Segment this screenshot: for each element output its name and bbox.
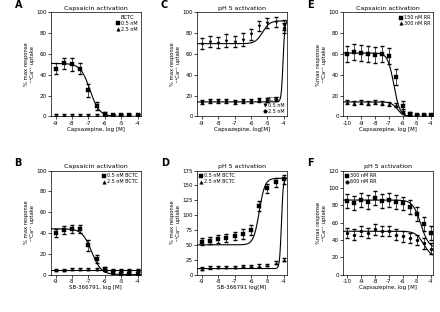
Title: pH 5 activation: pH 5 activation: [218, 164, 266, 169]
Title: pH 5 activation: pH 5 activation: [218, 6, 266, 11]
Title: Capsaicin activation: Capsaicin activation: [356, 6, 420, 11]
Legend: 0.5 nM, 2.5 nM: 0.5 nM, 2.5 nM: [116, 14, 139, 33]
Text: B: B: [15, 158, 22, 168]
Title: Capsaicin activation: Capsaicin activation: [64, 164, 128, 169]
Legend: 0.5 nM BCTC, 2.5 nM BCTC: 0.5 nM BCTC, 2.5 nM BCTC: [198, 172, 236, 186]
Y-axis label: %max response
²⁵Ca²⁺ uptake: %max response ²⁵Ca²⁺ uptake: [316, 202, 327, 244]
Y-axis label: % max response
²⁵Ca²⁺ uptake: % max response ²⁵Ca²⁺ uptake: [170, 43, 181, 86]
Y-axis label: % max response
²⁵Ca²⁺ uptake: % max response ²⁵Ca²⁺ uptake: [170, 201, 181, 244]
Legend: 0.5 nM, 2.5 nM: 0.5 nM, 2.5 nM: [262, 96, 286, 115]
Text: A: A: [15, 0, 22, 10]
X-axis label: Capsazepine, log [M]: Capsazepine, log [M]: [359, 127, 417, 132]
Text: D: D: [161, 158, 169, 168]
X-axis label: SB-366791 log[M]: SB-366791 log[M]: [217, 285, 267, 290]
Legend: 150 nM RR, 300 nM RR: 150 nM RR, 300 nM RR: [398, 14, 432, 27]
Y-axis label: % max response
²⁵Ca²⁺ uptake: % max response ²⁵Ca²⁺ uptake: [24, 201, 35, 244]
Text: E: E: [307, 0, 314, 10]
Title: pH 5 activation: pH 5 activation: [364, 164, 412, 169]
Y-axis label: % max response
²⁵Ca²⁺ uptake: % max response ²⁵Ca²⁺ uptake: [24, 43, 35, 86]
X-axis label: Capsazepine, log[M]: Capsazepine, log[M]: [214, 127, 270, 132]
Text: F: F: [307, 158, 314, 168]
Legend: 300 nM RR, 600 nM RR: 300 nM RR, 600 nM RR: [345, 172, 378, 186]
X-axis label: Capsazepine, log [M]: Capsazepine, log [M]: [67, 127, 125, 132]
X-axis label: SB-366791, log [M]: SB-366791, log [M]: [70, 285, 122, 290]
Y-axis label: %max response
²⁵Ca²⁺ uptake: %max response ²⁵Ca²⁺ uptake: [316, 43, 327, 85]
Text: C: C: [161, 0, 168, 10]
Legend: 0.5 nM BCTC, 2.5 nM BCTC: 0.5 nM BCTC, 2.5 nM BCTC: [101, 172, 139, 186]
X-axis label: Capsazepine, log [M]: Capsazepine, log [M]: [359, 285, 417, 290]
Title: Capsaicin activation: Capsaicin activation: [64, 6, 128, 11]
